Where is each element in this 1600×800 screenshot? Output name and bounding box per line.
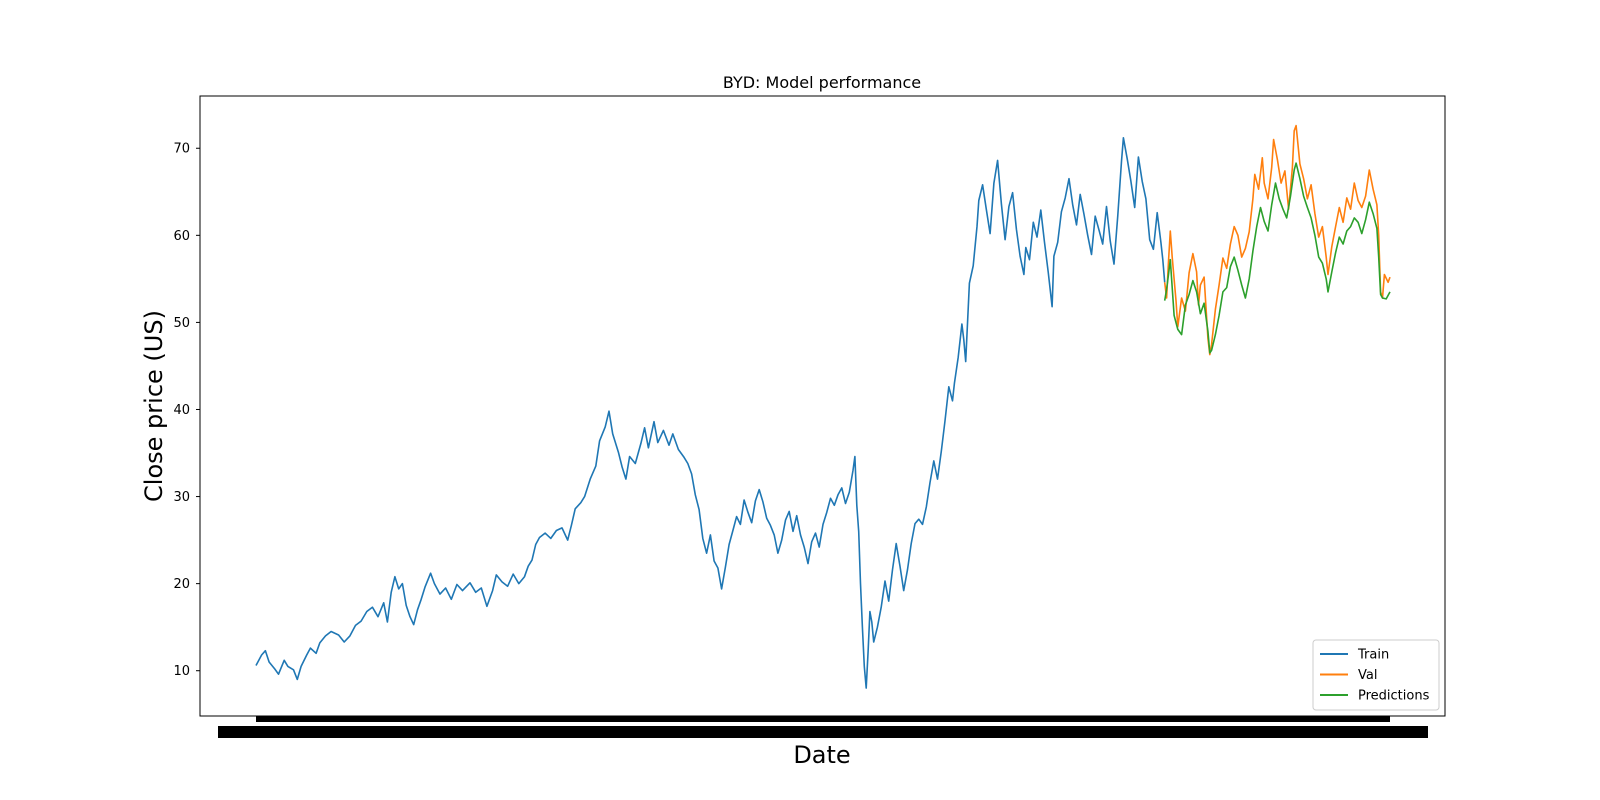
plot-frame <box>199 95 1446 717</box>
series-line-val <box>1163 124 1391 356</box>
y-tick-label: 60 <box>173 229 190 244</box>
series-line-predictions <box>1163 162 1391 354</box>
series-line-train <box>255 137 1166 689</box>
legend-box <box>1312 639 1440 711</box>
y-axis-ticks: 10 20 30 40 50 60 70 <box>173 142 200 679</box>
x-tick-marks <box>218 716 1428 738</box>
y-axis-label: Close price (US) <box>140 310 168 502</box>
y-tick-label: 70 <box>173 142 190 157</box>
x-tick-label-band <box>218 726 1428 738</box>
legend: Train Val Predictions <box>1312 639 1440 711</box>
y-tick-label: 30 <box>173 490 190 505</box>
legend-label-train: Train <box>1357 648 1389 663</box>
x-tick-mark-band <box>256 716 1390 722</box>
legend-label-val: Val <box>1358 668 1377 683</box>
chart-title: BYD: Model performance <box>723 73 921 92</box>
y-tick-label: 20 <box>173 577 190 592</box>
legend-label-predictions: Predictions <box>1358 689 1430 704</box>
series-layer <box>255 124 1391 689</box>
y-tick-label: 50 <box>173 316 190 331</box>
plot-area: 10 20 30 40 50 60 70 <box>173 95 1446 738</box>
y-tick-label: 10 <box>173 664 190 679</box>
y-tick-label: 40 <box>173 403 190 418</box>
x-axis-label: Date <box>793 741 850 769</box>
